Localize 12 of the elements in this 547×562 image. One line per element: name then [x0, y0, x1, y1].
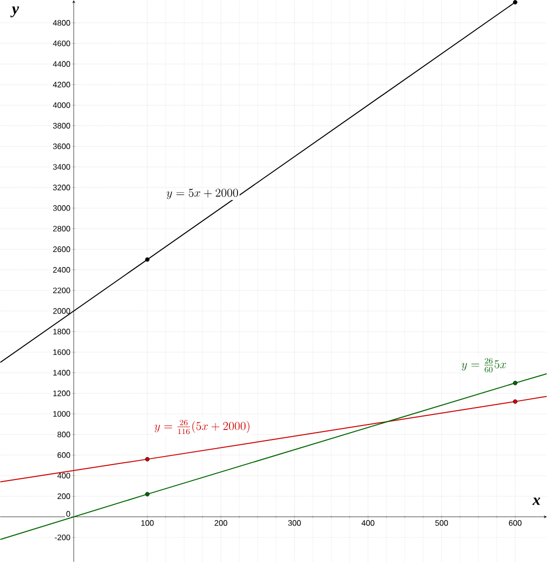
annotation: $y=5x+2000$	[166, 188, 238, 200]
point	[145, 457, 150, 462]
annotation: $y=\frac{26}{116}(5x+2000)$	[154, 420, 250, 434]
line-series	[0, 396, 547, 482]
point	[512, 380, 518, 386]
point	[145, 492, 150, 496]
point	[512, 0, 518, 4]
y-axis-title: y	[10, 6, 20, 18]
point	[145, 257, 150, 262]
point	[512, 399, 518, 404]
x-axis-title: x	[532, 498, 540, 505]
annotation: $y=\frac{26}{60}5x$	[462, 358, 506, 372]
